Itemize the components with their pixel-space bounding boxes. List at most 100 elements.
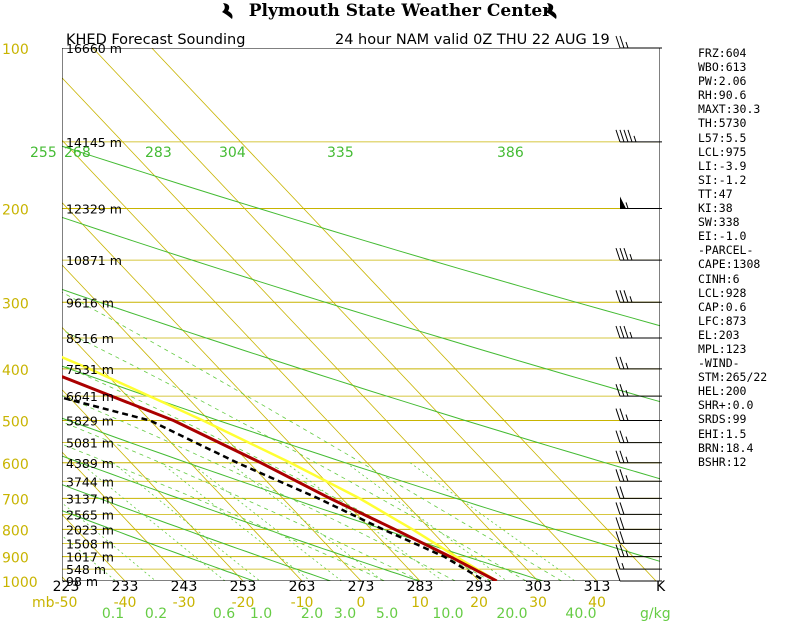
sounding-index-row: LI:-3.9	[698, 158, 747, 173]
sounding-index-row: FRZ:604	[698, 46, 747, 60]
plot-frame	[62, 48, 660, 581]
wind-barb-half-feather	[629, 331, 633, 339]
wind-barb-feather	[615, 568, 621, 582]
theta-label: 335	[327, 145, 354, 161]
wind-barb-feather	[619, 517, 625, 530]
pressure-label: 300	[2, 296, 29, 312]
pressure-label: 1000	[2, 575, 38, 591]
mixing-ratio-label: 0.1	[102, 606, 124, 622]
sounding-index-row: CINH:6	[698, 271, 740, 286]
mixing-ratio-label: 0.2	[145, 606, 167, 622]
height-label: 9616 m	[66, 295, 114, 310]
mixing-ratio-line	[79, 462, 226, 581]
theta-label: 268	[64, 145, 91, 161]
wind-barb-half-feather	[625, 550, 629, 557]
height-label: 8516 m	[66, 331, 114, 346]
sounding-index-row: EL:203	[698, 327, 740, 342]
wind-barb-feather	[615, 502, 621, 515]
pressure-label: 800	[2, 523, 29, 539]
wind-barb-feather	[619, 384, 625, 397]
wind-barb-feather	[619, 325, 625, 339]
wind-barb-feather	[623, 247, 629, 261]
pressure-label: 900	[2, 551, 29, 567]
dry-adiabat-line	[62, 216, 660, 403]
moist-adiabat-line	[62, 395, 456, 581]
dewpoint-trace	[62, 396, 486, 581]
sounding-indices-panel: FRZ:604 WBO:613 PW:2.06 RH:90.6 MAXT:30.3 TH:…	[698, 46, 798, 469]
wind-barb-feather	[615, 544, 621, 557]
pressure-label: 200	[2, 202, 29, 218]
sounding-index-row: LCL:975	[698, 144, 747, 159]
wind-barb-feather	[619, 356, 625, 370]
height-label: 5081 m	[66, 436, 114, 451]
moist-adiabat-line	[62, 421, 421, 581]
sounding-index-row: CAPE:1308	[698, 257, 761, 272]
height-label: 16660 m	[66, 41, 122, 56]
isotherm-line	[62, 389, 244, 581]
height-label: 5829 m	[66, 414, 114, 429]
height-label: 98 m	[66, 574, 98, 589]
wind-barb-half-feather	[625, 390, 629, 397]
height-label: 3744 m	[66, 474, 114, 489]
isotherm-line	[62, 451, 185, 581]
isotherm-line	[62, 77, 539, 581]
sounding-index-row: RH:90.6	[698, 88, 747, 103]
wind-barb-feather	[615, 384, 621, 397]
pressure-label: 600	[2, 457, 29, 473]
kelvin-tick: 313	[584, 579, 611, 595]
wind-barb-feather	[615, 247, 621, 261]
sounding-index-row: LFC:873	[698, 313, 747, 328]
theta-label: 386	[497, 145, 524, 161]
moist-adiabat-line	[62, 329, 527, 581]
wind-barb-half-feather	[625, 202, 629, 209]
celsius-tick: 40	[588, 595, 606, 611]
mixing-ratio-label: 5.0	[376, 606, 398, 622]
celsius-tick: -10	[291, 595, 314, 611]
wind-barb-feather	[615, 486, 621, 499]
mixing-ratio-line	[409, 462, 576, 581]
sounding-index-row: SI:-1.2	[698, 172, 747, 187]
wind-barb-half-feather	[625, 362, 629, 370]
celsius-unit: mb	[32, 595, 55, 611]
sounding-title: KHED Forecast Sounding	[66, 32, 245, 48]
height-label: 2565 m	[66, 507, 114, 522]
page-title: Plymouth State Weather Center	[248, 1, 552, 21]
pressure-label: 100	[2, 42, 29, 58]
height-label: 1508 m	[66, 536, 114, 551]
sounding-index-row: MAXT:30.3	[698, 102, 761, 117]
wind-barb-feather	[627, 129, 633, 143]
sounding-index-row: EI:-1.0	[698, 229, 747, 244]
wind-barb-half-feather	[625, 436, 629, 443]
mixing-ratio-line	[160, 462, 311, 581]
kelvin-tick: 283	[407, 579, 434, 595]
isotherm-line	[151, 48, 657, 581]
height-label: 12329 m	[66, 201, 122, 216]
wind-barb-feather	[619, 35, 625, 49]
wind-barb-half-feather	[625, 414, 629, 421]
mixing-ratio-unit: g/kg	[640, 606, 671, 622]
wind-barb-feather	[619, 430, 625, 443]
kelvin-tick: 233	[112, 579, 139, 595]
wind-barb-feather	[619, 486, 625, 499]
wind-barb-pennant	[620, 196, 626, 209]
wind-barb-feather	[619, 502, 625, 515]
kelvin-tick: 223	[53, 579, 80, 595]
wind-barb-feather	[623, 129, 629, 143]
sounding-index-row: -PARCEL-	[698, 243, 754, 258]
theta-label: 304	[219, 145, 246, 161]
celsius-tick: -40	[114, 595, 137, 611]
wind-barb-feather	[615, 325, 621, 339]
moist-adiabat-line	[62, 364, 491, 581]
wind-barb-feather	[619, 544, 625, 557]
wind-barb-feather	[615, 35, 621, 49]
mixing-ratio-label: 20.0	[496, 606, 527, 622]
wind-barb-feather	[619, 469, 625, 482]
height-label: 14145 m	[66, 135, 122, 150]
sounding-index-row: TT:47	[698, 186, 733, 201]
sounding-index-row: CAP:0.6	[698, 299, 747, 314]
wind-barb-feather	[615, 469, 621, 482]
wind-barb-feather	[615, 129, 621, 143]
mixing-ratio-label: 40.0	[565, 606, 596, 622]
wind-barb-feather	[619, 290, 625, 303]
